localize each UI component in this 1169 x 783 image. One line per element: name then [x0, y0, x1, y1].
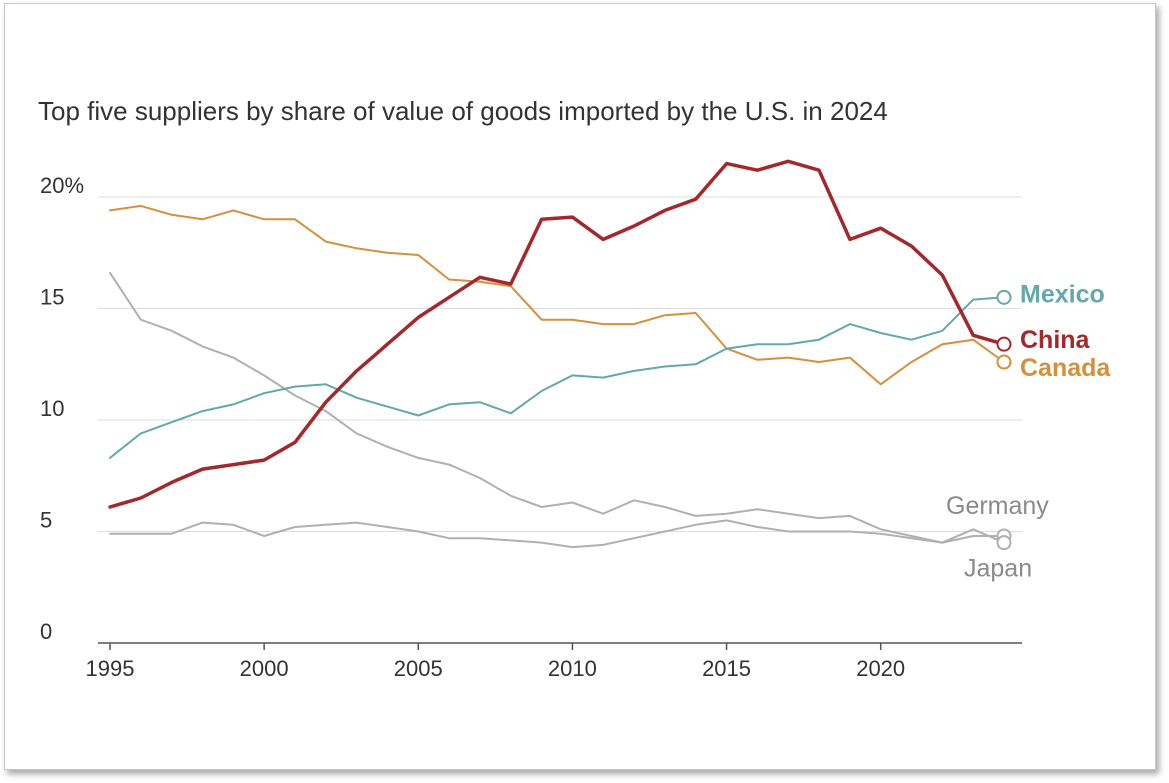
- series-line-japan: [109, 271, 1005, 544]
- x-tick-label: 2020: [856, 656, 905, 681]
- series-line-canada: [109, 204, 1005, 386]
- x-tick-label: 2005: [394, 656, 443, 681]
- series-line-china: [108, 159, 1006, 509]
- series-label-japan: Japan: [964, 555, 1032, 583]
- series-label-mexico: Mexico: [1020, 280, 1105, 308]
- chart-frame: [4, 3, 1156, 770]
- x-tick-label: 2000: [240, 656, 289, 681]
- y-tick-label: 20%: [40, 173, 84, 198]
- y-tick-label: 10: [40, 396, 64, 421]
- y-tick-label: 5: [40, 508, 52, 533]
- series-label-canada: Canada: [1020, 354, 1111, 382]
- x-tick-label: 2015: [702, 656, 751, 681]
- y-tick-label: 15: [40, 285, 64, 310]
- series-end-marker-japan: [996, 535, 1012, 551]
- series-label-china: China: [1020, 326, 1091, 354]
- chart-title: Top five suppliers by share of value of …: [38, 96, 888, 126]
- x-tick-label: 1995: [86, 656, 135, 681]
- series-end-marker-canada: [996, 354, 1012, 370]
- y-tick-label: 0: [40, 619, 52, 644]
- series-label-germany: Germany: [946, 492, 1049, 520]
- series-end-marker-mexico: [996, 289, 1012, 305]
- series-line-germany: [109, 519, 1005, 549]
- series-line-mexico: [109, 296, 1005, 459]
- x-tick-label: 2010: [548, 656, 597, 681]
- series-end-marker-china: [996, 336, 1012, 352]
